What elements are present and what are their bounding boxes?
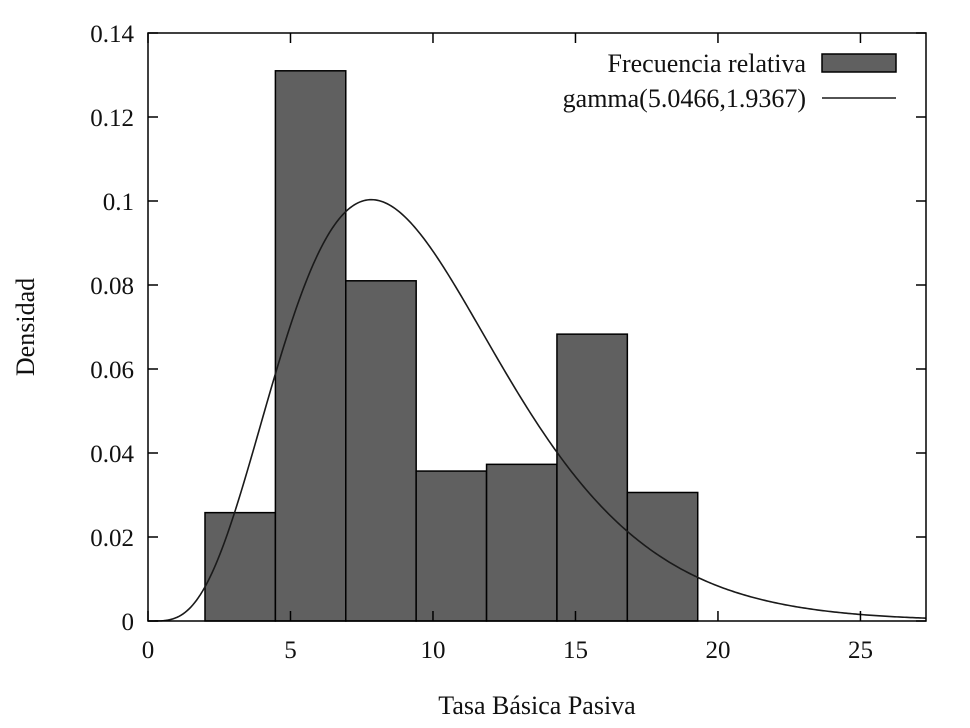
- axes-layer: [147, 32, 927, 622]
- histogram-bar-4: [485, 463, 558, 622]
- histogram-bar-3: [415, 470, 488, 622]
- y-tick-label-0: 0: [122, 609, 135, 636]
- gamma-density-curve: [148, 198, 927, 622]
- y-tick-label-7: 0.14: [90, 21, 134, 48]
- legend-label-gamma: gamma(5.0466,1.9367): [563, 84, 806, 113]
- x-tick-label-5: 25: [848, 637, 873, 664]
- histogram-bar-2: [345, 280, 417, 622]
- x-tick-label-0: 0: [142, 637, 155, 664]
- histogram-bar-0: [204, 511, 277, 622]
- x-axis-label: Tasa Básica Pasiva: [438, 691, 636, 720]
- histogram-bar-1: [274, 70, 347, 622]
- y-tick-label-1: 0.02: [90, 525, 134, 552]
- legend: Frecuencia relativa gamma(5.0466,1.9367): [563, 49, 897, 113]
- y-axis-label: Densidad: [11, 278, 40, 376]
- y-tick-label-3: 0.06: [90, 357, 134, 384]
- bars-layer: [204, 70, 699, 622]
- y-tick-label-5: 0.1: [103, 189, 134, 216]
- legend-label-frecuencia: Frecuencia relativa: [608, 49, 807, 78]
- legend-swatch-bar: [821, 53, 897, 73]
- curve-layer: [148, 198, 927, 622]
- x-tick-label-2: 10: [420, 637, 445, 664]
- plot-frame: [147, 32, 927, 622]
- x-tick-label-1: 5: [284, 637, 297, 664]
- y-tick-label-6: 0.12: [90, 105, 134, 132]
- histogram-bar-5: [556, 333, 629, 622]
- ticks-layer: 0 5 10 15 20 25 0 0.02 0.04 0.06 0.08 0.1 0.12 0.14: [90, 21, 926, 664]
- y-tick-label-4: 0.08: [90, 273, 134, 300]
- y-tick-label-2: 0.04: [90, 441, 134, 468]
- x-tick-label-4: 20: [705, 637, 730, 664]
- histogram-bar-6: [626, 491, 699, 622]
- x-tick-label-3: 15: [563, 637, 588, 664]
